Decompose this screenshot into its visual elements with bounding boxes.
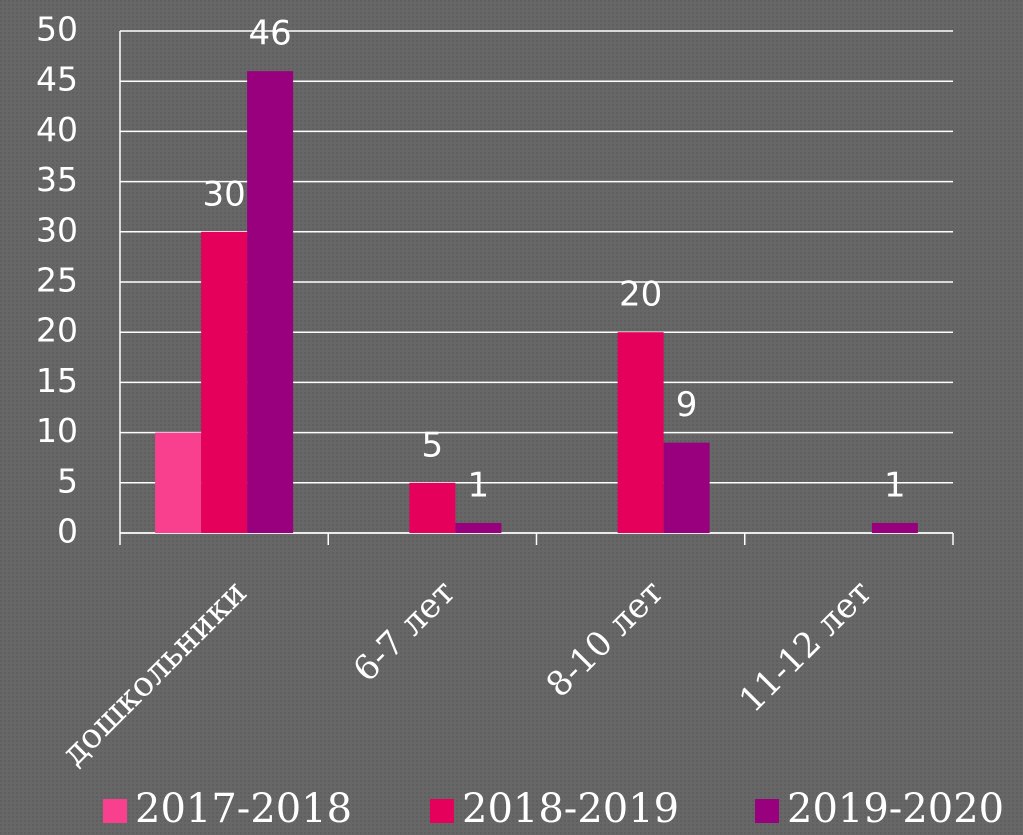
data-label: 9 bbox=[676, 385, 698, 425]
bar bbox=[663, 442, 710, 533]
legend-label: 2018-2019 bbox=[462, 786, 679, 832]
y-tick-label: 40 bbox=[36, 110, 78, 149]
legend-swatch bbox=[430, 799, 454, 823]
data-label: 20 bbox=[619, 275, 662, 315]
bar bbox=[247, 71, 294, 533]
legend-label: 2017-2018 bbox=[135, 786, 352, 832]
bar bbox=[155, 432, 202, 533]
y-tick-label: 35 bbox=[36, 160, 78, 199]
legend-swatch bbox=[755, 799, 779, 823]
legend-label: 2019-2020 bbox=[787, 786, 1004, 832]
data-label: 1 bbox=[468, 465, 490, 505]
bar bbox=[871, 522, 918, 533]
bar bbox=[409, 482, 456, 533]
bar bbox=[455, 522, 502, 533]
legend-swatch bbox=[103, 799, 127, 823]
y-tick-label: 0 bbox=[57, 512, 78, 551]
data-label: 46 bbox=[248, 14, 291, 54]
data-label: 1 bbox=[884, 465, 906, 505]
data-label: 5 bbox=[422, 425, 444, 465]
bar bbox=[617, 332, 664, 533]
data-label: 30 bbox=[202, 174, 245, 214]
y-tick-label: 15 bbox=[36, 361, 78, 400]
y-tick-label: 30 bbox=[36, 210, 78, 249]
y-tick-label: 50 bbox=[36, 10, 78, 49]
y-tick-label: 10 bbox=[36, 411, 78, 450]
y-tick-label: 45 bbox=[36, 60, 78, 99]
y-tick-label: 20 bbox=[36, 311, 78, 350]
y-tick-label: 5 bbox=[57, 461, 78, 500]
bar bbox=[201, 231, 248, 534]
y-tick-label: 25 bbox=[36, 261, 78, 300]
